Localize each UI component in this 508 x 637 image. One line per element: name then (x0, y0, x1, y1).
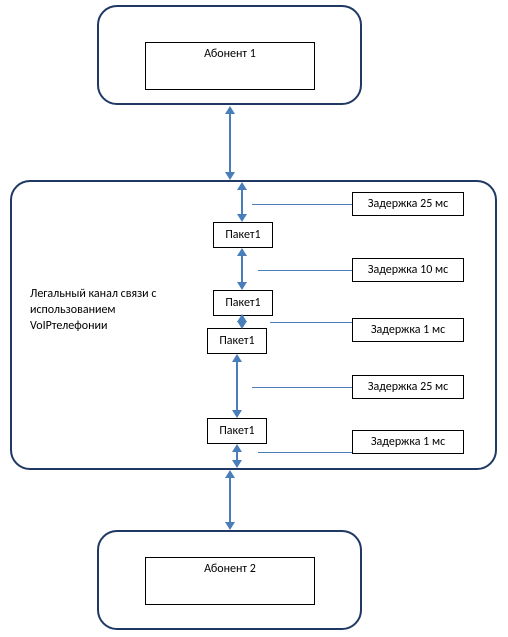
arrow-icon (225, 106, 235, 114)
packet-box-1: Пакет1 (213, 222, 273, 248)
arrow-icon (225, 522, 235, 530)
arrow-icon (237, 182, 247, 190)
arrow-line (236, 362, 238, 410)
arrow-line (236, 452, 238, 460)
channel-description: Легальный канал связи с использованием V… (30, 286, 190, 335)
delay-box-5: Задержка 1 мс (352, 430, 464, 454)
arrow-line (241, 190, 243, 214)
arrow-icon (237, 248, 247, 256)
arrow-icon (232, 410, 242, 418)
arrow-icon (237, 282, 247, 290)
arrow-icon (225, 172, 235, 180)
arrow-icon (232, 354, 242, 362)
arrow-icon (237, 214, 247, 222)
delay-box-4: Задержка 25 мс (352, 375, 464, 399)
packet-box-4: Пакет1 (207, 418, 267, 444)
arrow-icon (237, 321, 247, 329)
arrow-icon (232, 460, 242, 468)
delay-line-5 (258, 452, 352, 453)
arrow-icon (225, 470, 235, 478)
arrow-line (229, 114, 231, 172)
delay-line-3 (270, 322, 352, 323)
arrow-icon (232, 444, 242, 452)
delay-line-1 (252, 204, 352, 205)
arrow-line (229, 478, 231, 522)
delay-line-4 (252, 387, 352, 388)
subscriber1-label: Абонент 1 (204, 47, 256, 61)
delay-box-1: Задержка 25 мс (352, 192, 464, 216)
subscriber2-box: Абонент 2 (145, 557, 315, 605)
diagram-canvas: { "colors": { "node_border": "#1f3864", … (0, 0, 508, 637)
packet-box-3: Пакет1 (207, 328, 267, 354)
delay-box-3: Задержка 1 мс (352, 318, 464, 342)
subscriber2-label: Абонент 2 (204, 562, 256, 576)
packet-box-2: Пакет1 (213, 290, 273, 316)
delay-box-2: Задержка 10 мс (352, 258, 464, 282)
subscriber1-box: Абонент 1 (145, 42, 315, 90)
arrow-line (241, 256, 243, 282)
delay-line-2 (258, 270, 352, 271)
